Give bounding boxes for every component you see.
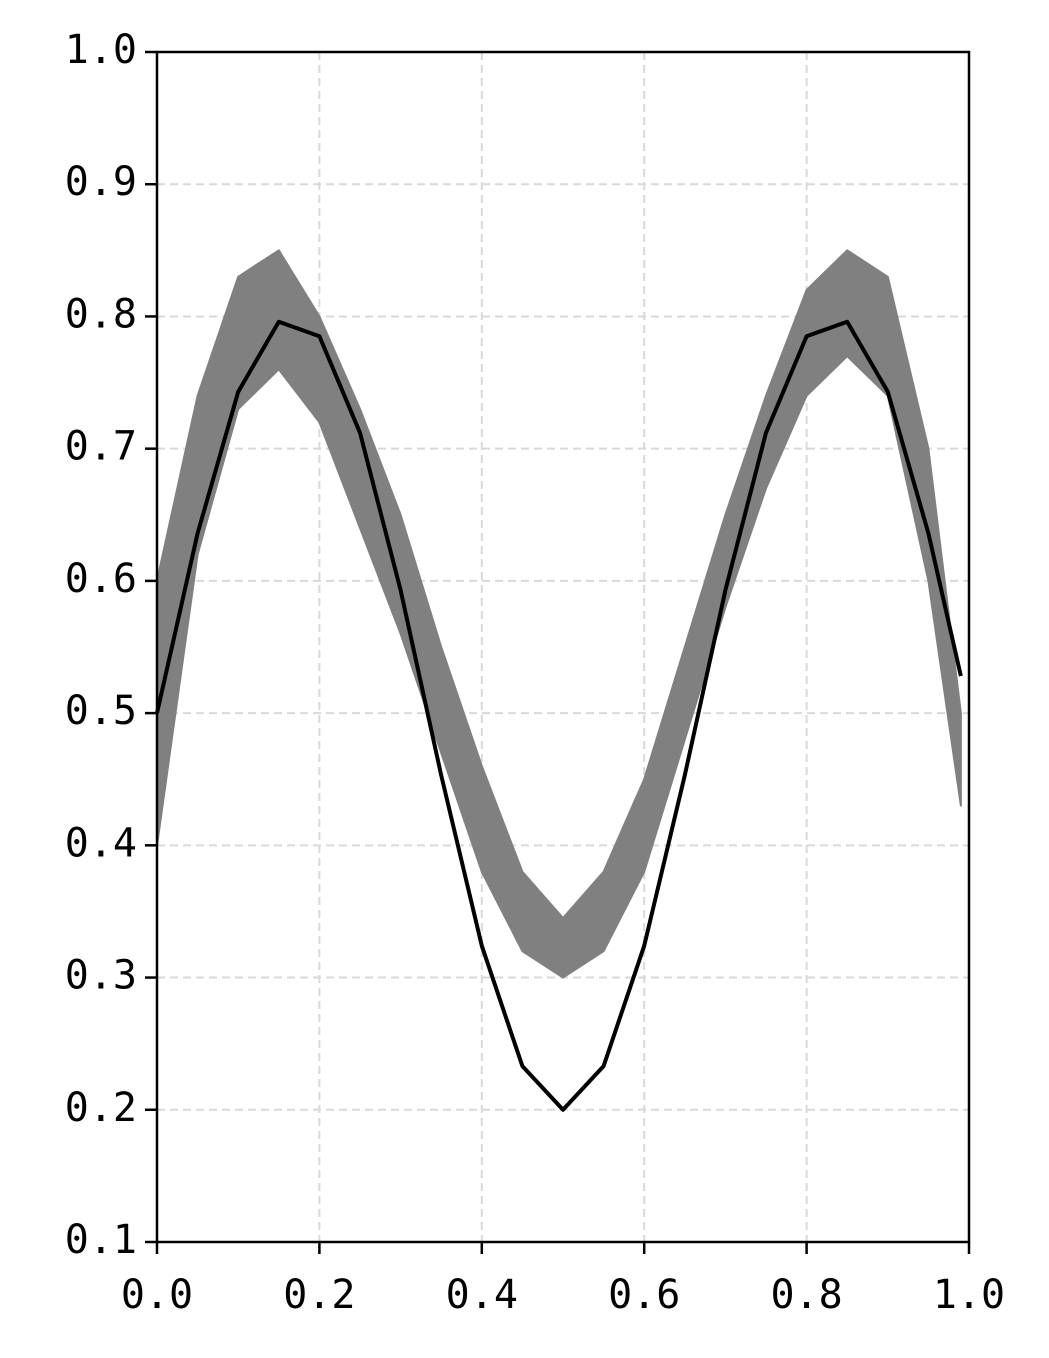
x-tick-label: 0.6 <box>608 1272 680 1318</box>
x-tick-label: 0.4 <box>446 1272 518 1318</box>
x-tick-label: 0.2 <box>283 1272 355 1318</box>
y-tick-label: 0.5 <box>65 688 137 734</box>
y-tick-label: 0.1 <box>65 1217 137 1263</box>
line <box>155 319 963 1112</box>
x-tick-label: 0.0 <box>121 1272 193 1318</box>
y-tick-label: 0.2 <box>65 1085 137 1131</box>
y-tick-label: 0.8 <box>65 291 137 337</box>
plot-frame <box>155 50 971 1244</box>
y-tick-label: 0.3 <box>65 953 137 999</box>
sample-band <box>156 249 962 979</box>
y-tick-label: 0.6 <box>65 556 137 602</box>
y-tick-label: 0.4 <box>65 820 137 866</box>
x-tick-label: 0.8 <box>770 1272 842 1318</box>
y-tick-label: 1.0 <box>65 27 137 73</box>
x-tick-label: 1.0 <box>933 1272 1005 1318</box>
y-tick-label: 0.7 <box>65 424 137 470</box>
y-tick-label: 0.9 <box>65 159 137 205</box>
